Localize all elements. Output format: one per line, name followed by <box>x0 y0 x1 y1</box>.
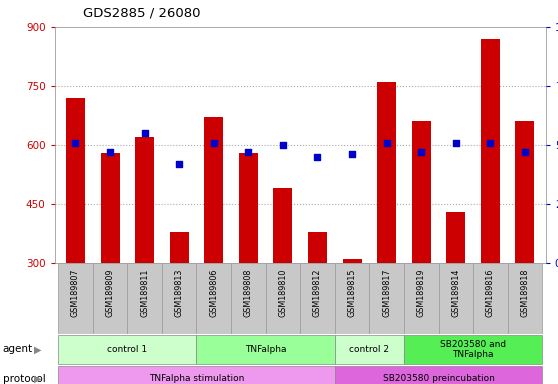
Point <box>71 139 80 146</box>
Bar <box>93 263 127 334</box>
Point <box>382 139 391 146</box>
Bar <box>377 82 396 263</box>
Text: control 2: control 2 <box>349 345 389 354</box>
Point <box>175 161 184 167</box>
Bar <box>335 335 404 364</box>
Bar <box>335 366 542 384</box>
Text: GSM189806: GSM189806 <box>209 269 218 317</box>
Point <box>521 149 530 155</box>
Text: GSM189807: GSM189807 <box>71 269 80 317</box>
Bar <box>58 263 93 334</box>
Text: SB203580 preincubation: SB203580 preincubation <box>383 374 494 383</box>
Bar <box>335 263 369 334</box>
Bar <box>343 259 362 263</box>
Text: TNFalpha stimulation: TNFalpha stimulation <box>149 374 244 383</box>
Bar <box>300 263 335 334</box>
Bar <box>446 212 465 263</box>
Text: GDS2885 / 26080: GDS2885 / 26080 <box>83 6 200 19</box>
Bar <box>266 263 300 334</box>
Bar <box>308 232 327 263</box>
Bar <box>66 98 85 263</box>
Text: ▶: ▶ <box>33 344 41 354</box>
Text: GSM189815: GSM189815 <box>348 269 357 317</box>
Text: GSM189814: GSM189814 <box>451 269 460 317</box>
Text: GSM189811: GSM189811 <box>140 269 149 317</box>
Text: GSM189812: GSM189812 <box>313 269 322 317</box>
Bar <box>412 121 431 263</box>
Point <box>209 139 218 146</box>
Bar <box>404 263 439 334</box>
Bar <box>196 335 335 364</box>
Text: SB203580 and
TNFalpha: SB203580 and TNFalpha <box>440 340 506 359</box>
Text: GSM189818: GSM189818 <box>521 269 530 317</box>
Point <box>105 149 114 155</box>
Bar <box>58 366 335 384</box>
Bar <box>439 263 473 334</box>
Text: agent: agent <box>3 344 33 354</box>
Point <box>278 142 287 148</box>
Point <box>244 149 253 155</box>
Text: GSM189808: GSM189808 <box>244 269 253 317</box>
Text: protocol: protocol <box>3 374 46 384</box>
Text: GSM189819: GSM189819 <box>417 269 426 317</box>
Point <box>451 139 460 146</box>
Bar <box>170 232 189 263</box>
Bar <box>473 263 508 334</box>
Bar <box>127 263 162 334</box>
Bar <box>196 263 231 334</box>
Point <box>486 139 495 146</box>
Text: GSM189809: GSM189809 <box>105 269 114 317</box>
Bar <box>481 39 500 263</box>
Bar <box>135 137 154 263</box>
Text: control 1: control 1 <box>107 345 147 354</box>
Bar <box>404 335 542 364</box>
Bar <box>516 121 535 263</box>
Bar <box>508 263 542 334</box>
Point <box>417 149 426 155</box>
Text: GSM189817: GSM189817 <box>382 269 391 317</box>
Text: GSM189810: GSM189810 <box>278 269 287 317</box>
Text: GSM189816: GSM189816 <box>486 269 495 317</box>
Bar <box>204 118 223 263</box>
Point <box>140 130 149 136</box>
Bar <box>273 188 292 263</box>
Text: GSM189813: GSM189813 <box>175 269 184 317</box>
Bar <box>231 263 266 334</box>
Bar <box>239 153 258 263</box>
Bar <box>369 263 404 334</box>
Bar <box>100 153 119 263</box>
Point <box>348 151 357 157</box>
Point <box>313 154 322 160</box>
Bar <box>58 335 196 364</box>
Bar <box>162 263 196 334</box>
Text: ▶: ▶ <box>33 374 41 384</box>
Text: TNFalpha: TNFalpha <box>245 345 286 354</box>
